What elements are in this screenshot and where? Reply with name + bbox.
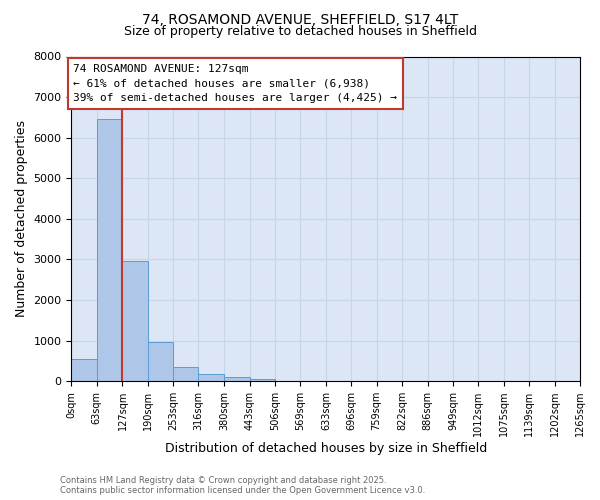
Text: 74 ROSAMOND AVENUE: 127sqm
← 61% of detached houses are smaller (6,938)
39% of s: 74 ROSAMOND AVENUE: 127sqm ← 61% of deta… <box>73 64 397 104</box>
Text: Size of property relative to detached houses in Sheffield: Size of property relative to detached ho… <box>124 25 476 38</box>
Text: Contains HM Land Registry data © Crown copyright and database right 2025.
Contai: Contains HM Land Registry data © Crown c… <box>60 476 425 495</box>
X-axis label: Distribution of detached houses by size in Sheffield: Distribution of detached houses by size … <box>164 442 487 455</box>
Bar <box>148 342 173 381</box>
Y-axis label: Number of detached properties: Number of detached properties <box>15 120 28 318</box>
Bar <box>199 374 224 381</box>
Bar <box>224 377 250 381</box>
Bar <box>122 262 148 381</box>
Bar <box>71 359 97 381</box>
Bar <box>97 120 122 381</box>
Bar <box>173 367 199 381</box>
Text: 74, ROSAMOND AVENUE, SHEFFIELD, S17 4LT: 74, ROSAMOND AVENUE, SHEFFIELD, S17 4LT <box>142 12 458 26</box>
Bar <box>250 379 275 381</box>
